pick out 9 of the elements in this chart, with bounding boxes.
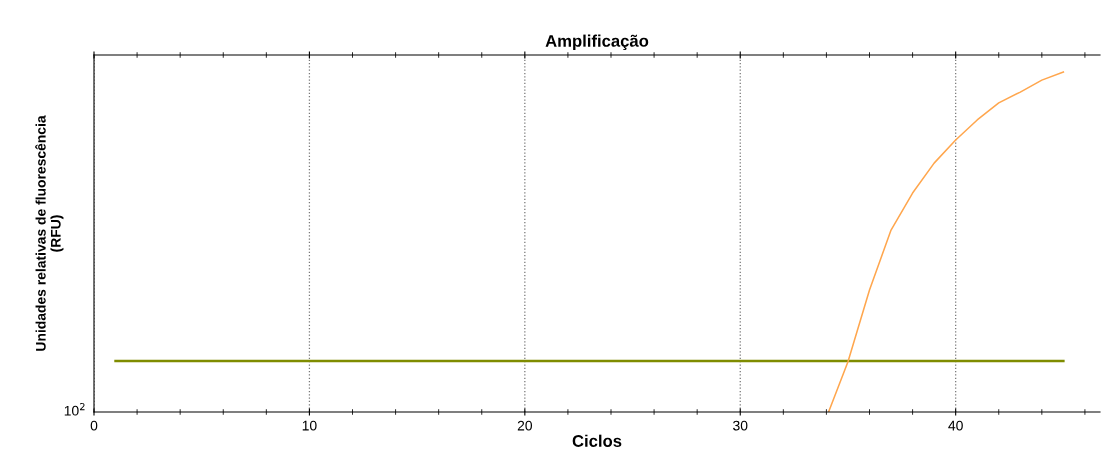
- text: 10$^{2}$: [64, 402, 85, 416]
- x-tick-label: 0: [90, 420, 98, 431]
- x-tick-label: 20: [517, 420, 533, 431]
- y-axis-title: Unidades relativas de fluorescência (RFU): [35, 115, 64, 351]
- chart-title: Amplificação: [545, 34, 649, 51]
- x-tick-label: 40: [948, 420, 963, 431]
- x-tick-label: 10: [302, 420, 317, 431]
- x-tick-label: 30: [733, 420, 748, 431]
- x-axis-title: Ciclos: [572, 434, 622, 447]
